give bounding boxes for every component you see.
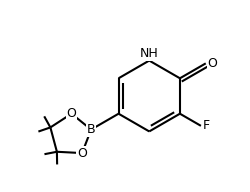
Text: B: B — [87, 123, 96, 136]
Text: NH: NH — [140, 47, 158, 60]
Text: O: O — [208, 57, 218, 70]
Text: O: O — [77, 146, 87, 160]
Text: F: F — [203, 119, 210, 132]
Text: O: O — [66, 107, 76, 120]
